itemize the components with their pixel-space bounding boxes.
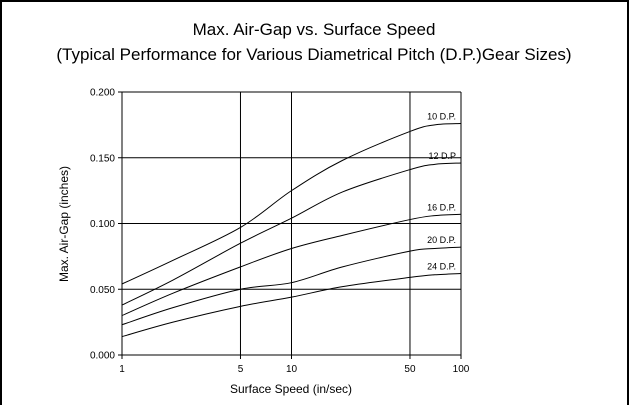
chart-title: Max. Air-Gap vs. Surface Speed [193,20,436,39]
series-label: 20 D.P. [427,235,456,245]
y-tick-label: 0.150 [90,153,115,164]
x-tick-label: 5 [238,364,244,375]
x-axis-label: Surface Speed (in/sec) [230,382,352,396]
y-tick-label: 0.050 [90,285,115,296]
y-axis-label: Max. Air-Gap (inches) [57,166,71,282]
series-line [121,246,462,326]
series-line [121,162,462,306]
series-line [121,123,462,285]
x-tick-label: 1 [119,364,125,375]
plot-area: 0.000 0.050 0.100 0.150 0.200 1 5 10 50 100 10 D.P… [90,88,470,376]
x-tick-label: 100 [453,364,470,375]
chart-subtitle: (Typical Performance for Various Diametr… [56,45,571,64]
series-label: 16 D.P. [427,202,456,212]
series-line [121,213,462,317]
y-tick-label: 0.100 [90,219,115,230]
x-tick-label: 10 [286,364,298,375]
y-tick-label: 0.000 [90,351,115,362]
series-line [121,272,462,338]
series-label: 10 D.P. [427,112,456,122]
x-tick-label: 50 [404,364,416,375]
series-label: 12 D.P [428,151,456,161]
y-tick-label: 0.200 [90,88,115,99]
series-label: 24 D.P. [427,261,456,271]
